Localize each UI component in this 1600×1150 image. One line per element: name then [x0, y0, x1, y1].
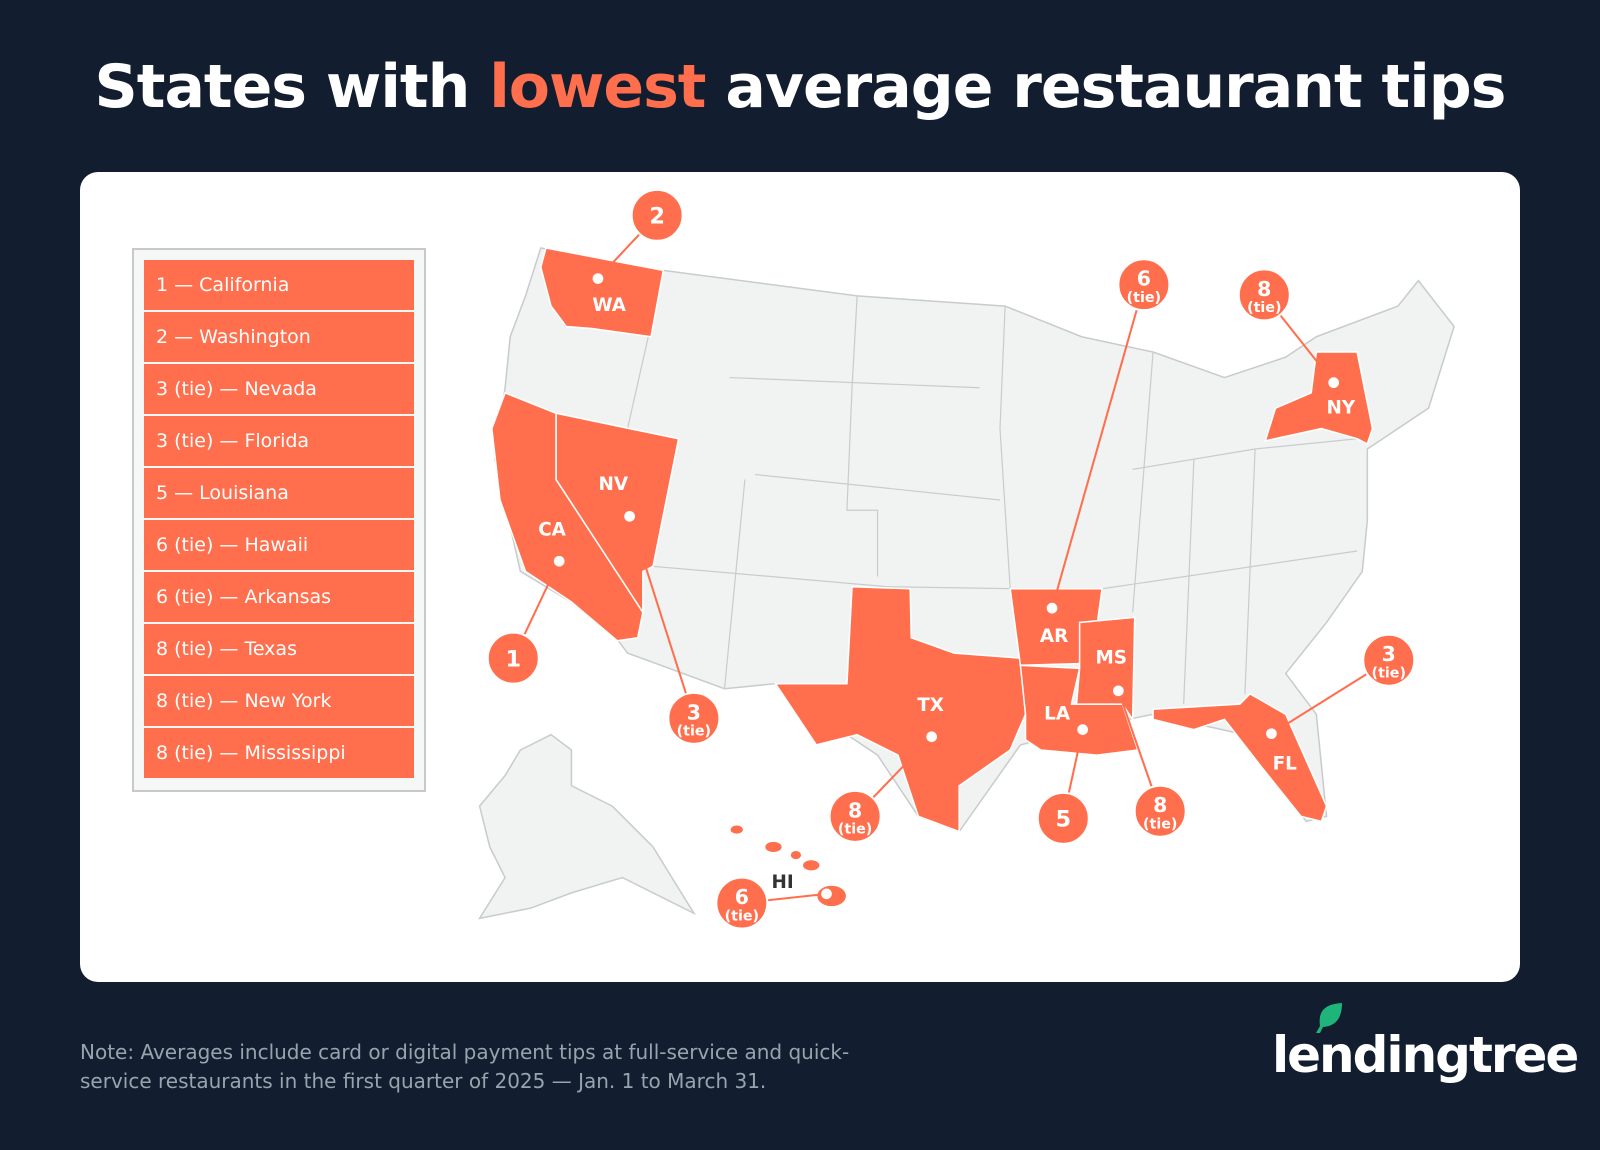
state-label-ny: NY	[1326, 397, 1355, 418]
rank-badge	[1237, 268, 1291, 322]
rank-number: 2	[649, 203, 665, 229]
state-wa	[540, 247, 665, 338]
state-nv	[555, 412, 680, 615]
highlighted-states	[491, 247, 1374, 907]
state-ny	[1264, 351, 1374, 445]
legend-item: 8 (tie) — Mississippi	[144, 728, 414, 778]
legend-item: 8 (tie) — New York	[144, 676, 414, 726]
state-label-hi: HI	[772, 872, 794, 893]
alaska	[478, 733, 696, 920]
leader-line	[1051, 284, 1145, 609]
state-borders	[626, 270, 1358, 705]
tie-label: (tie)	[1127, 290, 1161, 306]
state-label-tx: TX	[917, 695, 944, 716]
legend-item: 6 (tie) — Arkansas	[144, 572, 414, 622]
rank-badge	[1117, 258, 1171, 312]
rank-badge	[667, 691, 721, 745]
lendingtree-logo: lendingtree	[1272, 1003, 1579, 1084]
rank-badge	[486, 631, 540, 685]
marker-ca: 1	[486, 554, 567, 685]
rank-badge	[1133, 784, 1187, 838]
rank-number: 8	[1153, 793, 1167, 817]
location-dot	[552, 554, 567, 569]
location-dot	[819, 886, 834, 901]
location-dot	[1264, 726, 1279, 741]
marker-ar: 6(tie)	[1045, 258, 1171, 616]
marker-ms: 8(tie)	[1111, 683, 1187, 838]
rank-number: 6	[1137, 267, 1151, 291]
rank-badge	[828, 789, 882, 843]
footnote: Note: Averages include card or digital p…	[80, 1040, 850, 1093]
legend-item: 6 (tie) — Hawaii	[144, 520, 414, 570]
marker-fl: 3(tie)	[1264, 633, 1416, 741]
rank-number: 6	[735, 885, 749, 909]
state-label-nv: NV	[598, 474, 628, 495]
state-label-ms: MS	[1095, 647, 1127, 668]
state-label-ar: AR	[1040, 626, 1068, 647]
legend-item: 5 — Louisiana	[144, 468, 414, 518]
location-dot	[1326, 375, 1341, 390]
marker-wa: 2	[591, 188, 684, 286]
rank-number: 8	[1257, 277, 1271, 301]
rank-number: 8	[848, 798, 862, 822]
tie-label: (tie)	[838, 822, 872, 838]
leaf-icon	[1316, 1003, 1342, 1033]
legend-item: 3 (tie) — Nevada	[144, 364, 414, 414]
state-label-ca: CA	[538, 520, 566, 541]
tie-label: (tie)	[725, 908, 759, 924]
tie-label: (tie)	[677, 724, 711, 740]
state-label-wa: WA	[592, 295, 626, 316]
legend-item: 1 — California	[144, 260, 414, 310]
legend-item: 8 (tie) — Texas	[144, 624, 414, 674]
rank-number: 3	[687, 700, 701, 724]
marker-ny: 8(tie)	[1237, 268, 1341, 390]
base-land	[478, 247, 1455, 920]
location-dot	[591, 271, 605, 286]
rank-number: 5	[1055, 807, 1071, 833]
rank-markers: 1 2 3(tie) 3(tie) 5 6(tie) 6(tie) 8(tie)…	[486, 188, 1416, 930]
rank-number: 3	[1382, 642, 1396, 666]
legend: 1 — California 2 — Washington 3 (tie) — Ne…	[132, 248, 426, 792]
legend-item: 3 (tie) — Florida	[144, 416, 414, 466]
location-dot	[1075, 722, 1090, 737]
legend-item: 2 — Washington	[144, 312, 414, 362]
rank-badge	[1362, 633, 1416, 687]
location-dot	[1045, 601, 1059, 616]
tie-label: (tie)	[1372, 666, 1406, 682]
state-label-fl: FL	[1273, 753, 1298, 774]
state-label-la: LA	[1044, 703, 1071, 724]
tie-label: (tie)	[1143, 817, 1177, 833]
rank-number: 1	[505, 646, 521, 672]
location-dot	[622, 509, 637, 524]
marker-nv: 3(tie)	[622, 509, 721, 745]
leader-line	[628, 516, 695, 719]
state-ms	[1075, 616, 1136, 722]
rank-badge	[715, 876, 769, 930]
location-dot	[924, 729, 939, 744]
state-tx	[774, 585, 1027, 833]
location-dot	[1111, 683, 1126, 698]
marker-hi: 6(tie)	[715, 876, 834, 930]
rank-badge	[1036, 791, 1090, 845]
page-title: States with lowest average restaurant ti…	[94, 52, 1507, 122]
state-la	[1019, 664, 1139, 756]
rank-badge	[630, 188, 684, 242]
marker-tx: 8(tie)	[828, 729, 939, 843]
marker-la: 5	[1036, 722, 1090, 845]
state-labels: WA CA NV TX AR LA MS FL NY HI	[538, 295, 1356, 893]
tie-label: (tie)	[1247, 300, 1281, 316]
